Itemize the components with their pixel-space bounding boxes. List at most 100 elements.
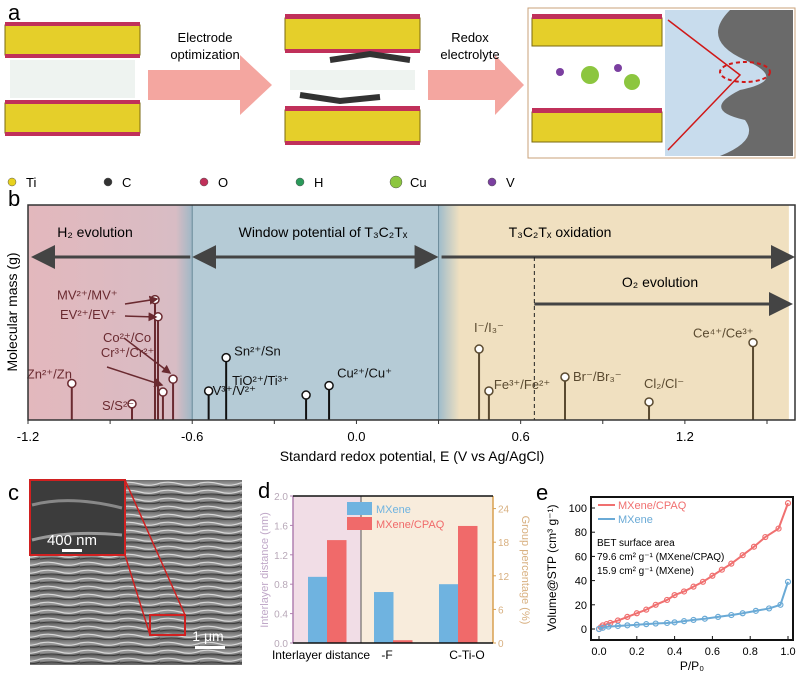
legend-dot-ti <box>7 177 17 187</box>
label-pointer <box>123 337 172 374</box>
x-tick-label: 0.0 <box>347 429 365 444</box>
point-label: Fe³⁺/Fe²⁺ <box>494 377 550 392</box>
y-tick-label: 80 <box>575 527 587 539</box>
y-tick-label-left: 1.6 <box>274 521 288 532</box>
data-point <box>484 386 494 396</box>
point-label: V³⁺/V²⁺ <box>213 383 256 398</box>
plot-frame <box>590 496 794 641</box>
arrow-electrode-optimization: Electrode optimization <box>148 30 272 115</box>
legend-label: MXene/CPAQ <box>618 500 687 512</box>
x-tick-label: 0.6 <box>705 646 720 658</box>
data-point <box>595 625 603 633</box>
main-scale-bar <box>195 646 225 649</box>
data-point <box>680 588 688 595</box>
data-point <box>699 578 707 585</box>
legend-label-v: V <box>506 175 515 190</box>
data-point <box>158 387 168 397</box>
legend-label: MXene <box>376 504 411 516</box>
legend-label: MXene <box>618 514 653 526</box>
x-axis-label: P/P₀ <box>680 659 704 673</box>
x-tick-label: 0.2 <box>629 646 644 658</box>
data-point <box>644 397 654 407</box>
panel-label-a: a <box>8 0 21 25</box>
o2-evolution-label: O₂ evolution <box>622 274 698 290</box>
point-label: TiO²⁺/Ti³⁺ <box>232 373 289 388</box>
legend-swatch <box>347 517 372 530</box>
y-axis-label-left: Interlayer distance (nm) <box>259 512 271 628</box>
bar-mxenecpaq-2 <box>458 525 478 643</box>
point-label: Sn²⁺/Sn <box>234 344 281 359</box>
bar-mxenecpaq-1 <box>393 640 413 643</box>
legend-label-h: H <box>314 175 323 190</box>
data-point <box>67 378 77 389</box>
y-tick-label-left: 0.8 <box>274 580 288 591</box>
x-tick-label: 0.4 <box>667 646 682 658</box>
bar-mxene-2 <box>439 584 459 643</box>
y-tick-label: 20 <box>575 600 587 612</box>
data-point <box>739 552 746 559</box>
x-axis-label: Standard redox potential, E (V vs Ag/AgC… <box>280 448 545 464</box>
legend-dot-h <box>295 177 305 187</box>
category-label: C-Ti-O <box>449 648 485 662</box>
bet-isotherm-chart: 0.0 0.2 0.4 0.6 0.8 1.0 0 20 40 60 80 100 P/P₀ Volume… <box>545 496 796 673</box>
data-point <box>203 386 214 396</box>
data-point <box>614 622 622 630</box>
sem-image: 400 nm 1 μm <box>29 479 242 665</box>
x-tick-label: 0.6 <box>512 429 530 444</box>
point-label: MV²⁺/MV⁺ <box>57 288 118 303</box>
point-label: Cr³⁺/Cr²⁺ <box>101 345 154 360</box>
label-pointer <box>106 366 164 387</box>
region-label: Window potential of T₃C₂Tₓ <box>239 224 408 240</box>
data-point <box>690 583 697 590</box>
y-tick-label-left: 2.0 <box>274 492 288 503</box>
category-label: -F <box>381 648 392 662</box>
x-tick-label: 1.0 <box>780 646 795 658</box>
point-label: I⁻/I₃⁻ <box>474 320 504 335</box>
point-label: Cl₂/Cl⁻ <box>644 376 684 391</box>
mxene-structure-pristine <box>4 22 141 136</box>
y-tick-label-right: 12 <box>498 572 510 583</box>
legend-swatch <box>347 502 372 515</box>
data-point <box>652 620 659 627</box>
atom-legend: Ti C O H Cu V <box>7 175 515 190</box>
legend-dot-c <box>103 177 113 187</box>
y-tick-label: 0 <box>581 624 587 636</box>
inset-scale-bar <box>62 549 82 552</box>
data-point <box>643 621 650 628</box>
svg-text:Redox: Redox <box>451 30 489 45</box>
category-label: Interlayer distance <box>272 648 370 662</box>
bet-annotation: BET surface area <box>597 538 675 549</box>
bar-mxene-1 <box>374 592 394 643</box>
data-point <box>748 337 758 348</box>
redox-electrolyte-schematic <box>527 7 796 159</box>
label-pointer <box>124 295 159 305</box>
bar-mxenecpaq-0 <box>327 540 347 643</box>
data-point <box>784 578 792 585</box>
y-tick-label-right: 6 <box>498 605 504 616</box>
data-point <box>599 624 606 631</box>
data-point <box>728 611 735 619</box>
data-point <box>739 610 746 617</box>
interlayer-group-bar-chart: 0.0 0.4 0.8 1.2 1.6 2.0 0 6 12 18 24 Interlayer dis… <box>259 492 531 662</box>
region-0 <box>28 205 193 420</box>
data-point <box>605 623 612 630</box>
data-point <box>714 613 722 621</box>
x-tick-label: -1.2 <box>17 429 39 444</box>
data-point <box>765 605 773 612</box>
data-point <box>680 618 688 625</box>
svg-text:electrolyte: electrolyte <box>440 47 499 62</box>
point-label: Cu²⁺/Cu⁺ <box>337 366 392 381</box>
plot-frame <box>27 204 796 421</box>
data-point <box>652 601 659 608</box>
point-label: S/S²⁻ <box>102 398 134 413</box>
svg-text:Electrode: Electrode <box>178 30 233 45</box>
data-point <box>718 566 725 573</box>
bet-annotation: 79.6 cm² g⁻¹ (MXene/CPAQ) <box>597 552 724 563</box>
data-point <box>777 601 784 608</box>
y-axis-label: Molecular mass (g) <box>4 252 20 371</box>
data-point <box>728 560 735 567</box>
svg-text:optimization: optimization <box>170 47 239 62</box>
redox-potential-chart: H₂ evolution Window potential of T₃C₂Tₓ T₃… <box>4 204 796 464</box>
y-axis-label-right: Group percentage (%) <box>519 516 531 625</box>
legend-label-ti: Ti <box>26 175 36 190</box>
